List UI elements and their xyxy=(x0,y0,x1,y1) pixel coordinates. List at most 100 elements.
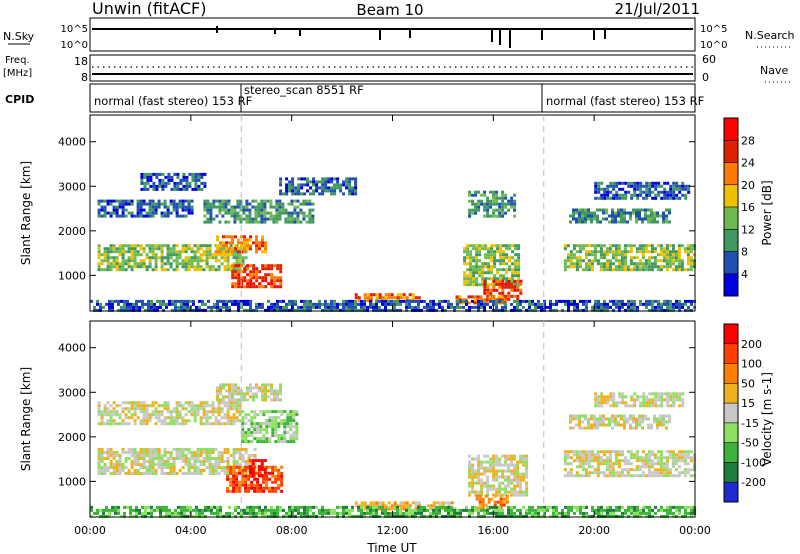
velocity-cell xyxy=(276,511,279,515)
power-cell xyxy=(255,267,259,271)
power-cell xyxy=(321,186,325,190)
velocity-cell xyxy=(100,422,104,426)
velocity-cell xyxy=(675,392,679,396)
power-cell xyxy=(163,202,167,206)
velocity-cell xyxy=(198,511,201,515)
velocity-cell xyxy=(501,454,505,458)
velocity-cell xyxy=(468,475,472,479)
cpid-segment-2: stereo_scan 8551 RF xyxy=(244,83,364,97)
velocity-cell xyxy=(243,392,246,396)
velocity-cell xyxy=(605,423,608,427)
velocity-cell xyxy=(354,514,357,518)
power-cell xyxy=(653,256,657,260)
velocity-cell xyxy=(219,505,222,509)
velocity-cell xyxy=(510,493,514,497)
power-cell xyxy=(148,211,152,215)
power-cell xyxy=(182,187,186,191)
power-cell xyxy=(233,211,237,215)
power-cell xyxy=(170,178,174,182)
velocity-cell xyxy=(609,398,613,402)
power-colorbar-tick-label: 4 xyxy=(741,268,748,281)
velocity-cell xyxy=(662,420,665,424)
power-cell xyxy=(264,308,267,312)
power-cell xyxy=(354,302,357,306)
velocity-cell xyxy=(223,413,227,417)
velocity-cell xyxy=(286,416,290,420)
power-cell xyxy=(476,295,480,299)
velocity-cell xyxy=(609,404,613,408)
power-cell xyxy=(103,250,107,254)
power-cell xyxy=(234,270,238,274)
power-cell xyxy=(309,308,312,312)
velocity-cell xyxy=(635,426,638,430)
velocity-cell xyxy=(499,497,503,501)
velocity-cell xyxy=(232,448,236,451)
power-cell xyxy=(318,302,321,306)
power-cell xyxy=(115,211,119,215)
velocity-cell xyxy=(471,472,475,476)
velocity-cell xyxy=(259,440,263,444)
velocity-cell xyxy=(572,474,576,478)
power-cell xyxy=(261,276,265,280)
power-cell xyxy=(638,211,641,215)
power-cell xyxy=(121,250,125,254)
velocity-cell xyxy=(249,395,252,399)
velocity-cell xyxy=(614,414,617,418)
power-cell xyxy=(153,308,156,312)
velocity-cell xyxy=(163,451,167,454)
power-cell xyxy=(566,265,570,269)
power-cell xyxy=(181,244,185,248)
power-cell xyxy=(172,247,176,251)
power-cell xyxy=(97,265,101,269)
power-cell xyxy=(199,265,203,269)
power-cell xyxy=(510,302,513,306)
velocity-cell xyxy=(620,453,624,457)
velocity-cell xyxy=(255,511,258,515)
velocity-cell xyxy=(217,410,221,414)
velocity-cell xyxy=(106,454,110,457)
velocity-cell xyxy=(257,471,261,475)
velocity-cell xyxy=(267,383,270,387)
velocity-cell xyxy=(214,410,218,414)
power-cell xyxy=(390,299,393,303)
power-cell xyxy=(569,253,573,257)
power-cell xyxy=(517,262,521,266)
velocity-cell xyxy=(250,422,254,426)
velocity-cell xyxy=(112,466,116,469)
velocity-cell xyxy=(423,508,426,512)
power-cell xyxy=(384,296,388,300)
velocity-cell xyxy=(663,392,667,396)
velocity-cell xyxy=(208,422,212,426)
power-cell xyxy=(190,208,194,212)
velocity-echo-region xyxy=(97,401,242,426)
velocity-cell xyxy=(303,508,306,512)
power-cell xyxy=(517,253,521,257)
velocity-cell xyxy=(659,462,663,466)
power-cell xyxy=(288,302,291,306)
power-cell xyxy=(632,265,636,269)
power-cell xyxy=(300,177,304,181)
velocity-cell xyxy=(692,453,696,457)
power-cell xyxy=(213,305,216,309)
velocity-cell xyxy=(644,456,648,460)
power-cell xyxy=(603,302,606,306)
power-cell xyxy=(285,177,289,181)
power-cell xyxy=(199,247,203,251)
power-cell xyxy=(248,202,252,206)
power-cell xyxy=(656,220,659,224)
velocity-cell xyxy=(611,417,614,421)
power-cell xyxy=(222,302,225,306)
velocity-cell xyxy=(208,451,212,454)
power-cell xyxy=(635,265,639,269)
power-cell xyxy=(663,299,666,303)
velocity-cell xyxy=(160,472,164,475)
velocity-cell xyxy=(255,514,258,518)
power-cell xyxy=(498,299,501,303)
velocity-cell xyxy=(249,389,252,393)
velocity-cell xyxy=(172,410,176,414)
velocity-cell xyxy=(283,428,287,432)
power-cell xyxy=(100,205,104,209)
velocity-cell xyxy=(214,469,218,472)
velocity-cell xyxy=(635,450,639,454)
power-cell xyxy=(315,183,319,187)
